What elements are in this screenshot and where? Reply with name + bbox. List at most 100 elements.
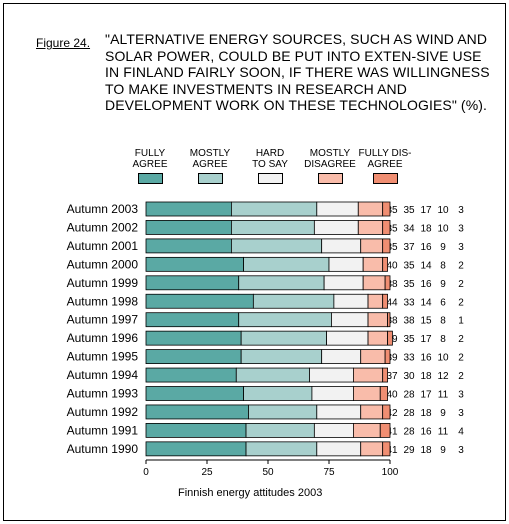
bar-segment: [145, 349, 242, 365]
bar-segment: [309, 367, 354, 383]
bar-segment: [379, 386, 388, 401]
bar-segment: [145, 312, 240, 328]
bar-segment: [252, 293, 335, 309]
value-label: 8: [440, 260, 446, 271]
value-label: 18: [420, 445, 432, 456]
value-label: 18: [420, 408, 432, 419]
value-label: 29: [403, 445, 415, 456]
bar-segment: [145, 386, 244, 401]
bar-segment: [240, 330, 327, 346]
value-label: 2: [458, 297, 464, 308]
value-label: 11: [438, 390, 449, 401]
category-label: Autumn 1996: [67, 331, 139, 345]
value-label: 39: [386, 353, 398, 364]
legend-swatch: [197, 173, 223, 184]
value-label: 35: [403, 205, 415, 216]
bar-segment: [313, 220, 359, 235]
chart-footer: Finnish energy attitudes 2003: [178, 487, 323, 499]
bar-segment: [243, 256, 330, 272]
value-label: 35: [403, 279, 415, 290]
value-label: 2: [458, 279, 464, 290]
value-label: 33: [403, 297, 415, 308]
bar-segment: [333, 293, 369, 309]
value-label: 10: [437, 353, 449, 364]
bar-segment: [387, 330, 393, 346]
legend-label: FULLY DIS- AGREE: [358, 148, 412, 170]
bar-segment: [243, 386, 313, 401]
legend-swatch: [257, 173, 283, 184]
bar-segment: [238, 312, 332, 328]
value-label: 35: [403, 334, 415, 345]
bar-segment: [248, 404, 318, 420]
value-label: 9: [440, 279, 446, 290]
value-label: 16: [420, 426, 432, 437]
value-label: 9: [440, 445, 446, 456]
value-label: 14: [420, 297, 432, 308]
legend-swatch: [317, 173, 343, 184]
value-label: 42: [386, 408, 398, 419]
bar-segment: [384, 349, 391, 365]
x-tick-label: 100: [382, 467, 399, 478]
bar-segment: [357, 201, 384, 217]
category-label: Autumn 2002: [67, 220, 139, 234]
bar-segment: [313, 422, 354, 438]
bar-segment: [367, 293, 384, 309]
value-label: 11: [438, 426, 449, 437]
value-label: 37: [386, 371, 398, 382]
value-label: 28: [403, 408, 415, 419]
bar-segment: [145, 256, 244, 272]
bar-segment: [382, 238, 391, 254]
bar-segment: [230, 201, 318, 217]
value-label: 10: [437, 223, 449, 234]
value-label: 9: [440, 408, 446, 419]
legend-swatch: [372, 173, 398, 184]
value-label: 8: [440, 334, 446, 345]
category-label: Autumn 1993: [67, 387, 139, 401]
value-label: 4: [458, 426, 464, 437]
value-label: 18: [420, 223, 432, 234]
bar-segment: [321, 349, 362, 365]
bar-segment: [145, 404, 249, 420]
bar-segment: [328, 256, 364, 272]
x-tick-label: 75: [323, 467, 335, 478]
bar-segment: [382, 367, 388, 383]
bar-segment: [352, 367, 384, 383]
value-label: 3: [458, 445, 464, 456]
value-label: 41: [386, 445, 398, 456]
value-label: 6: [440, 297, 446, 308]
bar-segment: [382, 256, 388, 272]
bar-segment: [382, 220, 391, 235]
value-label: 38: [403, 316, 415, 327]
value-label: 41: [386, 426, 398, 437]
bar-segment: [387, 312, 391, 328]
bar-segment: [316, 201, 359, 217]
bar-segment: [384, 275, 391, 291]
bar-segment: [145, 367, 237, 383]
category-label: Autumn 2000: [67, 257, 139, 271]
bar-segment: [323, 275, 364, 291]
value-label: 3: [458, 408, 464, 419]
value-label: 38: [386, 316, 398, 327]
bar-segment: [362, 256, 384, 272]
bar-segment: [360, 404, 384, 420]
legend-label: HARD TO SAY: [252, 148, 288, 170]
legend-item: MOSTLY AGREE: [170, 148, 250, 184]
value-label: 9: [440, 242, 446, 253]
value-label: 3: [458, 205, 464, 216]
chart-title: "ALTERNATIVE ENERGY SOURCES, SUCH AS WIN…: [105, 31, 490, 114]
legend-label: MOSTLY AGREE: [189, 148, 231, 170]
x-tick-label: 50: [262, 467, 274, 478]
bar-segment: [145, 220, 232, 235]
bar-segment: [238, 275, 325, 291]
legend-swatch: [137, 173, 163, 184]
x-tick-label: 0: [143, 467, 149, 478]
value-label: 16: [420, 353, 432, 364]
bar-segment: [316, 404, 362, 420]
bar-segment: [145, 201, 232, 217]
value-label: 35: [386, 223, 398, 234]
bar-segment: [352, 386, 381, 401]
bar-segment: [230, 238, 323, 254]
category-label: Autumn 1994: [67, 368, 139, 382]
bar-segment: [331, 312, 369, 328]
value-label: 28: [403, 390, 415, 401]
